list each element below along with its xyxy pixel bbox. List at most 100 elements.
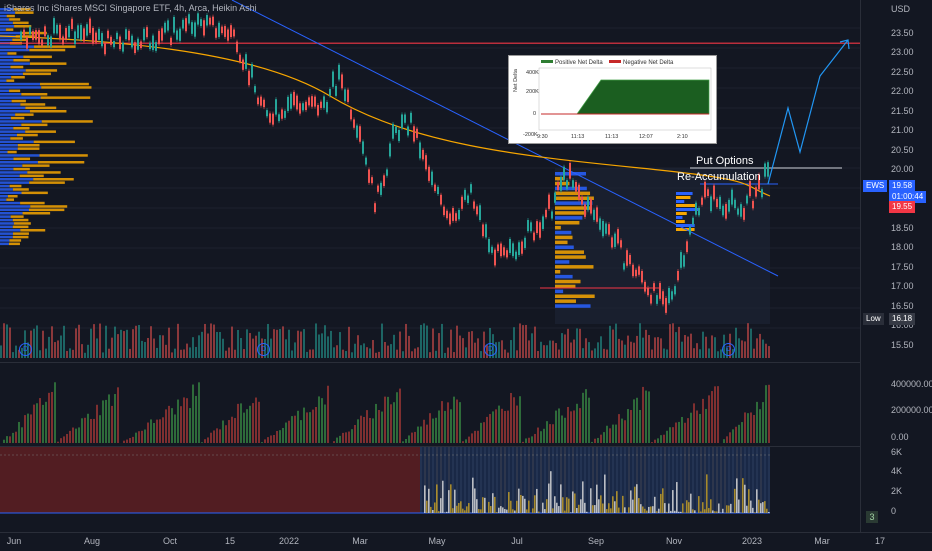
volume-bar xyxy=(690,334,692,358)
cumulative-volume-bar xyxy=(594,439,596,443)
cumulative-volume-pane[interactable] xyxy=(0,362,860,445)
cumulative-volume-bar xyxy=(114,394,116,443)
volume-profile-bar xyxy=(555,216,582,220)
cumulative-volume-bar xyxy=(192,385,194,443)
volume-bar xyxy=(405,324,407,358)
price-axis[interactable]: USD 23.50 23.00 22.50 22.00 21.50 21.00 … xyxy=(860,0,932,532)
volume-bar xyxy=(606,350,608,358)
cumulative-volume-bar xyxy=(165,409,167,443)
volume-bar xyxy=(765,344,767,358)
candle xyxy=(386,169,388,175)
volume-bar xyxy=(216,332,218,358)
delta-tick: 4K xyxy=(891,466,902,476)
candle xyxy=(62,36,64,44)
delta-stripe xyxy=(704,447,706,513)
candle xyxy=(752,201,754,209)
volume-bar xyxy=(189,347,191,358)
dividend-marker[interactable]: D xyxy=(19,343,32,356)
delta-bar xyxy=(750,501,752,513)
delta-bar xyxy=(554,496,556,513)
time-tick: 17 xyxy=(875,536,885,546)
candle xyxy=(395,127,397,133)
volume-profile-bar xyxy=(22,164,49,167)
volume-profile-bar xyxy=(0,222,14,225)
cumulative-volume-bar xyxy=(711,391,713,443)
price-tick: 23.50 xyxy=(891,28,914,38)
candle xyxy=(419,142,421,158)
volume-profile-bar xyxy=(7,15,15,17)
cumulative-volume-bar xyxy=(414,432,416,443)
volume-bar xyxy=(111,338,113,358)
delta-stripe xyxy=(712,447,714,513)
volume-bar xyxy=(624,345,626,358)
delta-bar xyxy=(574,493,576,513)
delta-bar xyxy=(690,494,692,513)
cumulative-volume-bar xyxy=(438,410,440,443)
delta-bar xyxy=(482,497,484,513)
cumulative-volume-bar xyxy=(156,420,158,443)
dividend-marker[interactable]: D xyxy=(484,343,497,356)
candle xyxy=(482,224,484,236)
volume-profile-bar xyxy=(0,66,10,69)
cumulative-volume-bar xyxy=(327,386,329,443)
cumulative-volume-bar xyxy=(459,402,461,443)
candle xyxy=(755,187,757,196)
cumulative-volume-bar xyxy=(654,440,656,443)
volume-profile-bar xyxy=(11,215,24,218)
volume-profile-bar xyxy=(30,205,67,208)
delta-bar xyxy=(726,505,728,513)
delta-stripe xyxy=(644,447,646,513)
volume-bar xyxy=(114,327,116,358)
volume-profile-bar xyxy=(11,117,24,120)
volume-bar xyxy=(408,336,410,358)
delta-bar xyxy=(766,509,768,513)
delta-bar xyxy=(528,501,530,513)
cumulative-volume-bar xyxy=(60,438,62,443)
volume-bar xyxy=(543,345,545,358)
candle xyxy=(38,30,40,44)
price-tick: 20.00 xyxy=(891,164,914,174)
delta-bar xyxy=(670,511,672,513)
delta-bar xyxy=(610,508,612,513)
dividend-marker[interactable]: D xyxy=(722,343,735,356)
volume-bar xyxy=(390,344,392,358)
volume-bar xyxy=(582,348,584,358)
volume-bar xyxy=(207,334,209,358)
volume-bar xyxy=(648,335,650,358)
candle xyxy=(278,114,280,121)
pane-badge[interactable]: 3 xyxy=(866,511,878,523)
price-pane[interactable]: iShares Inc iShares MSCI Singapore ETF, … xyxy=(0,0,860,360)
volume-bar xyxy=(423,323,425,358)
cumulative-volume-bar xyxy=(75,429,77,443)
delta-bar xyxy=(708,508,710,513)
time-axis[interactable]: Jun Aug Oct 15 2022 Mar May Jul Sep Nov … xyxy=(0,532,932,551)
volume-bar xyxy=(342,350,344,358)
volume-bar xyxy=(558,350,560,358)
candle xyxy=(392,124,394,139)
delta-bar xyxy=(596,485,598,513)
cumulative-volume-bar xyxy=(255,398,257,443)
volume-bar xyxy=(225,351,227,358)
delta-pane[interactable] xyxy=(0,446,860,533)
volume-bar xyxy=(108,349,110,358)
cumulative-volume-bar xyxy=(426,425,428,443)
volume-bar xyxy=(138,325,140,358)
candle xyxy=(140,41,142,48)
cumulative-volume-bar xyxy=(27,414,29,443)
delta-stripe xyxy=(608,447,610,513)
cumulative-volume-bar xyxy=(540,431,542,443)
volume-bar xyxy=(636,336,638,358)
volume-bar xyxy=(102,352,104,358)
dividend-marker[interactable]: D xyxy=(257,343,270,356)
volume-bar xyxy=(477,338,479,358)
candle xyxy=(554,192,556,202)
delta-bar xyxy=(568,499,570,513)
cumulative-volume-bar xyxy=(24,415,26,443)
delta-bar xyxy=(732,512,734,513)
candle xyxy=(542,216,544,229)
candle xyxy=(272,114,274,125)
volume-bar xyxy=(357,335,359,358)
volume-profile-bar xyxy=(34,45,76,48)
cumulative-volume-bar xyxy=(57,442,59,443)
cumulative-volume-bar xyxy=(570,411,572,443)
